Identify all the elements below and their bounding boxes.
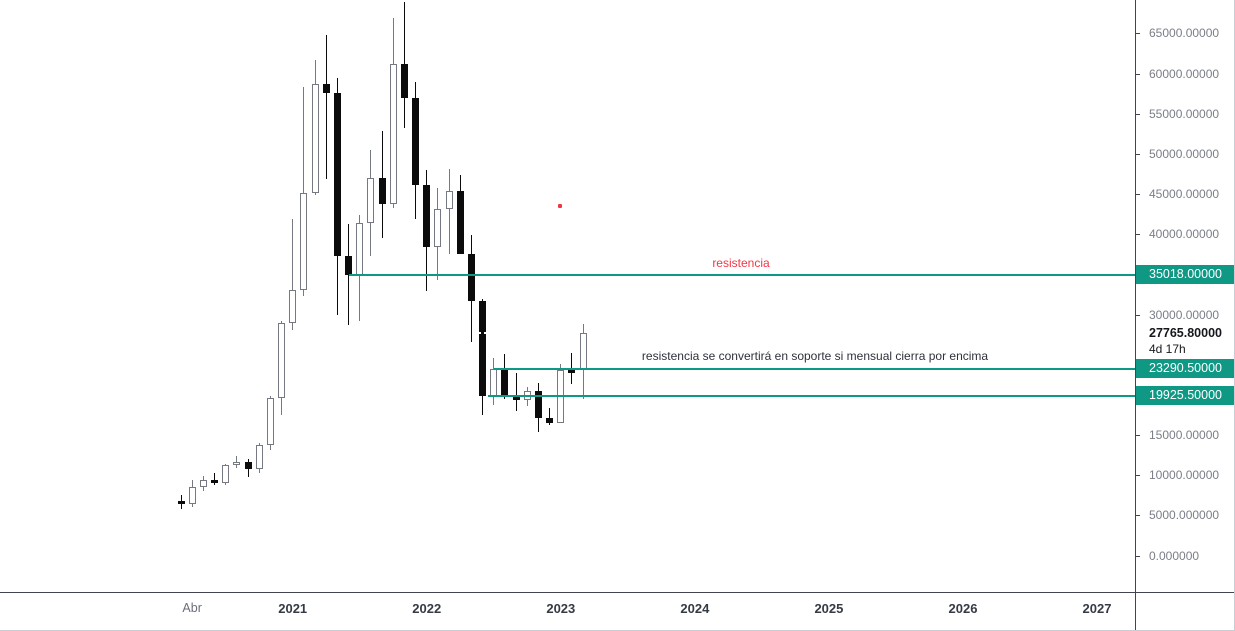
candle-wick-2020-08 <box>236 455 238 468</box>
candle-body-2022-12 <box>546 418 554 424</box>
price-axis-label-45000: 45000.00000 <box>1149 187 1220 202</box>
annotation-resistencia-label[interactable]: resistencia <box>712 256 770 270</box>
candle-wick-2022-12 <box>549 408 551 426</box>
candle-body-2020-03 <box>177 500 185 505</box>
candle-body-2021-11 <box>400 63 408 99</box>
price-axis-label-55000: 55000.00000 <box>1149 106 1220 121</box>
candle-wick-2022-09 <box>515 372 517 411</box>
price-axis-label-5000: 5000.000000 <box>1149 508 1220 523</box>
price-axis-tick <box>1136 435 1140 437</box>
candle-body-2021-01 <box>289 290 297 324</box>
candle-body-2020-08 <box>233 462 241 465</box>
candle-body-2020-12 <box>278 323 286 398</box>
candle-body-2020-05 <box>199 480 207 487</box>
time-axis-label-2024: 2024 <box>680 601 710 616</box>
time-axis-label-Abr: Abr <box>182 601 202 615</box>
candle-body-2022-06 <box>479 300 487 397</box>
price-line-axis-label-resistencia-35018: 35018.00000 <box>1136 265 1234 285</box>
price-axis-tick <box>1136 113 1140 115</box>
candle-body-2021-02 <box>300 192 308 291</box>
candle-body-2022-05 <box>467 253 475 301</box>
price-axis-tick <box>1136 73 1140 75</box>
price-axis-tick <box>1136 234 1140 236</box>
time-axis-label-2022: 2022 <box>412 601 442 616</box>
price-axis-tick <box>1136 475 1140 477</box>
price-line-resistencia-35018[interactable] <box>348 273 1135 276</box>
price-axis-tick <box>1136 515 1140 517</box>
candle-body-2022-08 <box>501 368 509 395</box>
candle-body-2022-04 <box>456 190 464 254</box>
candle-body-2020-04 <box>188 486 196 505</box>
price-axis-tick <box>1136 194 1140 196</box>
candle-wick-2021-02 <box>303 87 305 297</box>
time-axis-label-2025: 2025 <box>814 601 844 616</box>
candle-body-2021-07 <box>356 222 364 275</box>
price-axis-label-30000: 30000.00000 <box>1149 307 1220 322</box>
price-axis-label-60000: 60000.00000 <box>1149 66 1220 81</box>
price-axis-tick <box>1136 314 1140 316</box>
time-axis-label-2026: 2026 <box>948 601 978 616</box>
candle-body-2021-10 <box>389 63 397 205</box>
time-axis-border <box>0 592 1234 593</box>
current-price-label: 27765.80000 4d 17h <box>1136 324 1234 357</box>
candle-body-2022-09 <box>512 394 520 401</box>
candle-body-2021-05 <box>333 92 341 257</box>
time-axis[interactable]: Abr 2021 2022 2023 2024 2025 2026 2027 <box>0 593 1135 630</box>
price-axis[interactable]: 27765.80000 4d 17h 35018.00000 23290.5000… <box>1136 0 1234 592</box>
time-axis-label-2027: 2027 <box>1082 601 1112 616</box>
price-axis-tick <box>1136 555 1140 557</box>
red-dot-mark <box>558 204 562 208</box>
price-axis-label-0: 0.000000 <box>1149 548 1200 563</box>
price-line-nivel-23290[interactable] <box>493 367 1135 370</box>
candle-body-2020-10 <box>255 445 263 470</box>
candle-wick-2021-04 <box>325 34 327 180</box>
chart-plot[interactable]: resistencia resistencia se convertirá en… <box>0 0 1135 592</box>
candle-body-2021-06 <box>345 256 353 275</box>
candle-body-2022-01 <box>423 184 431 247</box>
price-axis-label-65000: 65000.00000 <box>1149 26 1220 41</box>
candle-wick-2021-01 <box>292 218 294 331</box>
candle-wick-2020-06 <box>214 472 215 486</box>
time-axis-label-2021: 2021 <box>278 601 308 616</box>
candle-body-2020-07 <box>222 464 230 483</box>
price-axis-label-50000: 50000.00000 <box>1149 146 1220 161</box>
price-line-nivel-19925[interactable] <box>488 394 1135 397</box>
price-axis-tick <box>1136 33 1140 35</box>
candle-body-2023-02 <box>568 370 576 373</box>
price-axis-label-15000: 15000.00000 <box>1149 428 1220 443</box>
time-axis-label-2023: 2023 <box>546 601 576 616</box>
candle-body-2022-03 <box>445 190 453 209</box>
price-axis-border <box>1135 0 1136 630</box>
candle-body-2022-02 <box>434 209 442 247</box>
candle-body-2020-09 <box>244 462 252 470</box>
current-price-dotted-segment <box>479 331 487 334</box>
annotation-soporte-label[interactable]: resistencia se convertirá en soporte si … <box>641 349 989 363</box>
price-axis-label-10000: 10000.00000 <box>1149 468 1220 483</box>
candle-body-2022-11 <box>534 391 542 419</box>
candle-body-2021-04 <box>322 83 330 93</box>
bar-close-countdown: 4d 17h <box>1149 341 1186 356</box>
current-price-value: 27765.80000 <box>1149 325 1222 340</box>
price-axis-tick <box>1136 153 1140 155</box>
price-line-axis-label-nivel-23290: 23290.50000 <box>1136 359 1234 379</box>
candle-body-2021-03 <box>311 83 319 193</box>
candle-body-2021-09 <box>378 177 386 205</box>
candle-body-2021-12 <box>412 98 420 185</box>
price-line-axis-label-nivel-19925: 19925.50000 <box>1136 386 1234 406</box>
candle-body-2020-11 <box>266 397 274 446</box>
candle-body-2020-06 <box>211 480 218 483</box>
price-axis-label-40000: 40000.00000 <box>1149 227 1220 242</box>
candle-wick-2022-03 <box>448 168 450 255</box>
candle-body-2022-07 <box>490 368 498 397</box>
candle-body-2021-08 <box>367 177 375 223</box>
